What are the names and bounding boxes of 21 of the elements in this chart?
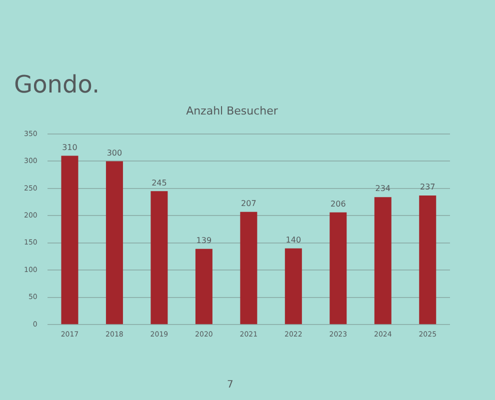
bar	[374, 197, 392, 324]
bar	[61, 156, 78, 324]
data-label: 206	[330, 199, 346, 208]
data-label: 237	[420, 182, 436, 192]
text: 7	[226, 380, 234, 391]
chart-subtitle: Anzahl Besucher	[186, 104, 278, 118]
data-label: 245	[152, 178, 167, 188]
bar	[419, 196, 436, 324]
data-label: 310	[62, 142, 78, 152]
bar	[195, 248, 212, 324]
bar	[284, 248, 302, 324]
data-label: 207	[241, 198, 256, 208]
data-label: 140	[286, 235, 302, 244]
data-label: 234	[375, 184, 391, 194]
data-label: 139	[196, 236, 212, 245]
chart-title: Gondo.	[14, 70, 100, 99]
bar	[240, 212, 258, 324]
bar	[106, 161, 123, 324]
bar	[150, 191, 168, 324]
data-label: 300	[106, 148, 122, 158]
bar	[330, 212, 347, 324]
